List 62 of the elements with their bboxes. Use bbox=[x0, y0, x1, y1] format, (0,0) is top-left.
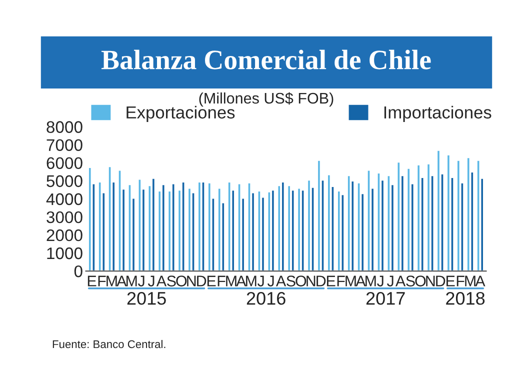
x-tick-label: M bbox=[226, 276, 236, 286]
x-tick-label: O bbox=[415, 276, 426, 286]
source-note: Fuente: Banco Central. bbox=[52, 340, 166, 348]
x-tick-label: O bbox=[296, 276, 306, 286]
x-tick-label: D bbox=[316, 276, 326, 286]
x-tick-label: M bbox=[246, 276, 256, 286]
y-tick-label: 6000 bbox=[46, 157, 82, 170]
x-tick-label: N bbox=[426, 276, 435, 286]
text: 2015 bbox=[127, 292, 166, 305]
x-tick-label: E bbox=[326, 276, 336, 286]
x-tick-label: A bbox=[116, 276, 127, 286]
x-tick-label: S bbox=[406, 276, 415, 286]
chart-subtitle: (Millones US$ FOB) bbox=[199, 92, 334, 107]
x-tick-label: J bbox=[267, 276, 274, 286]
bar bbox=[280, 181, 286, 272]
text: 2017 bbox=[366, 292, 405, 305]
x-tick-label: A bbox=[356, 276, 366, 286]
y-tick-label: 4000 bbox=[46, 193, 82, 206]
legend-label: Exportaciones bbox=[126, 106, 235, 122]
x-tick-label: M bbox=[465, 276, 476, 286]
bar bbox=[161, 184, 166, 272]
bar bbox=[270, 189, 276, 272]
x-tick-label: M bbox=[346, 276, 356, 286]
x-tick-label: M bbox=[366, 276, 376, 286]
y-tick-label: 2000 bbox=[46, 229, 82, 242]
legend-label: Importaciones bbox=[384, 106, 492, 122]
x-tick-label: A bbox=[236, 276, 246, 286]
x-tick-label: J bbox=[387, 276, 394, 286]
x-tick-label: A bbox=[395, 276, 406, 286]
y-tick-label: 1000 bbox=[47, 247, 82, 260]
chart-title: Balanza Comercial de Chile bbox=[101, 50, 431, 70]
x-tick-label: A bbox=[475, 276, 486, 286]
text: 2016 bbox=[246, 292, 286, 305]
x-tick-label: E bbox=[446, 276, 455, 286]
y-tick-label: 8000 bbox=[46, 121, 82, 133]
x-tick-label: J bbox=[138, 276, 144, 286]
x-tick-label: E bbox=[207, 276, 216, 286]
x-tick-label: N bbox=[306, 276, 316, 286]
x-tick-label: F bbox=[98, 276, 106, 286]
x-tick-label: F bbox=[456, 276, 464, 286]
x-tick-label: F bbox=[337, 276, 345, 286]
x-tick-label: A bbox=[156, 276, 167, 286]
y-tick-label: 0 bbox=[74, 265, 82, 278]
x-tick-label: O bbox=[176, 276, 187, 286]
x-tick-label: S bbox=[167, 276, 176, 286]
y-tick-label: 3000 bbox=[46, 211, 82, 224]
x-tick-label: M bbox=[126, 276, 137, 286]
y-tick-label: 7000 bbox=[46, 139, 82, 151]
x-tick-label: J bbox=[258, 276, 264, 286]
bar bbox=[151, 177, 156, 272]
x-tick-label: F bbox=[218, 276, 226, 286]
x-tick-label: N bbox=[187, 276, 196, 286]
x-tick-label: J bbox=[377, 276, 384, 286]
x-tick-label: S bbox=[286, 276, 296, 286]
x-tick-label: M bbox=[106, 276, 117, 286]
x-tick-label: D bbox=[197, 276, 206, 286]
y-tick-label: 5000 bbox=[46, 175, 82, 188]
x-tick-label: J bbox=[148, 276, 154, 286]
x-tick-label: D bbox=[436, 276, 446, 286]
text: 2018 bbox=[446, 292, 485, 305]
x-tick-label: E bbox=[88, 276, 96, 286]
x-tick-label: A bbox=[276, 276, 286, 286]
